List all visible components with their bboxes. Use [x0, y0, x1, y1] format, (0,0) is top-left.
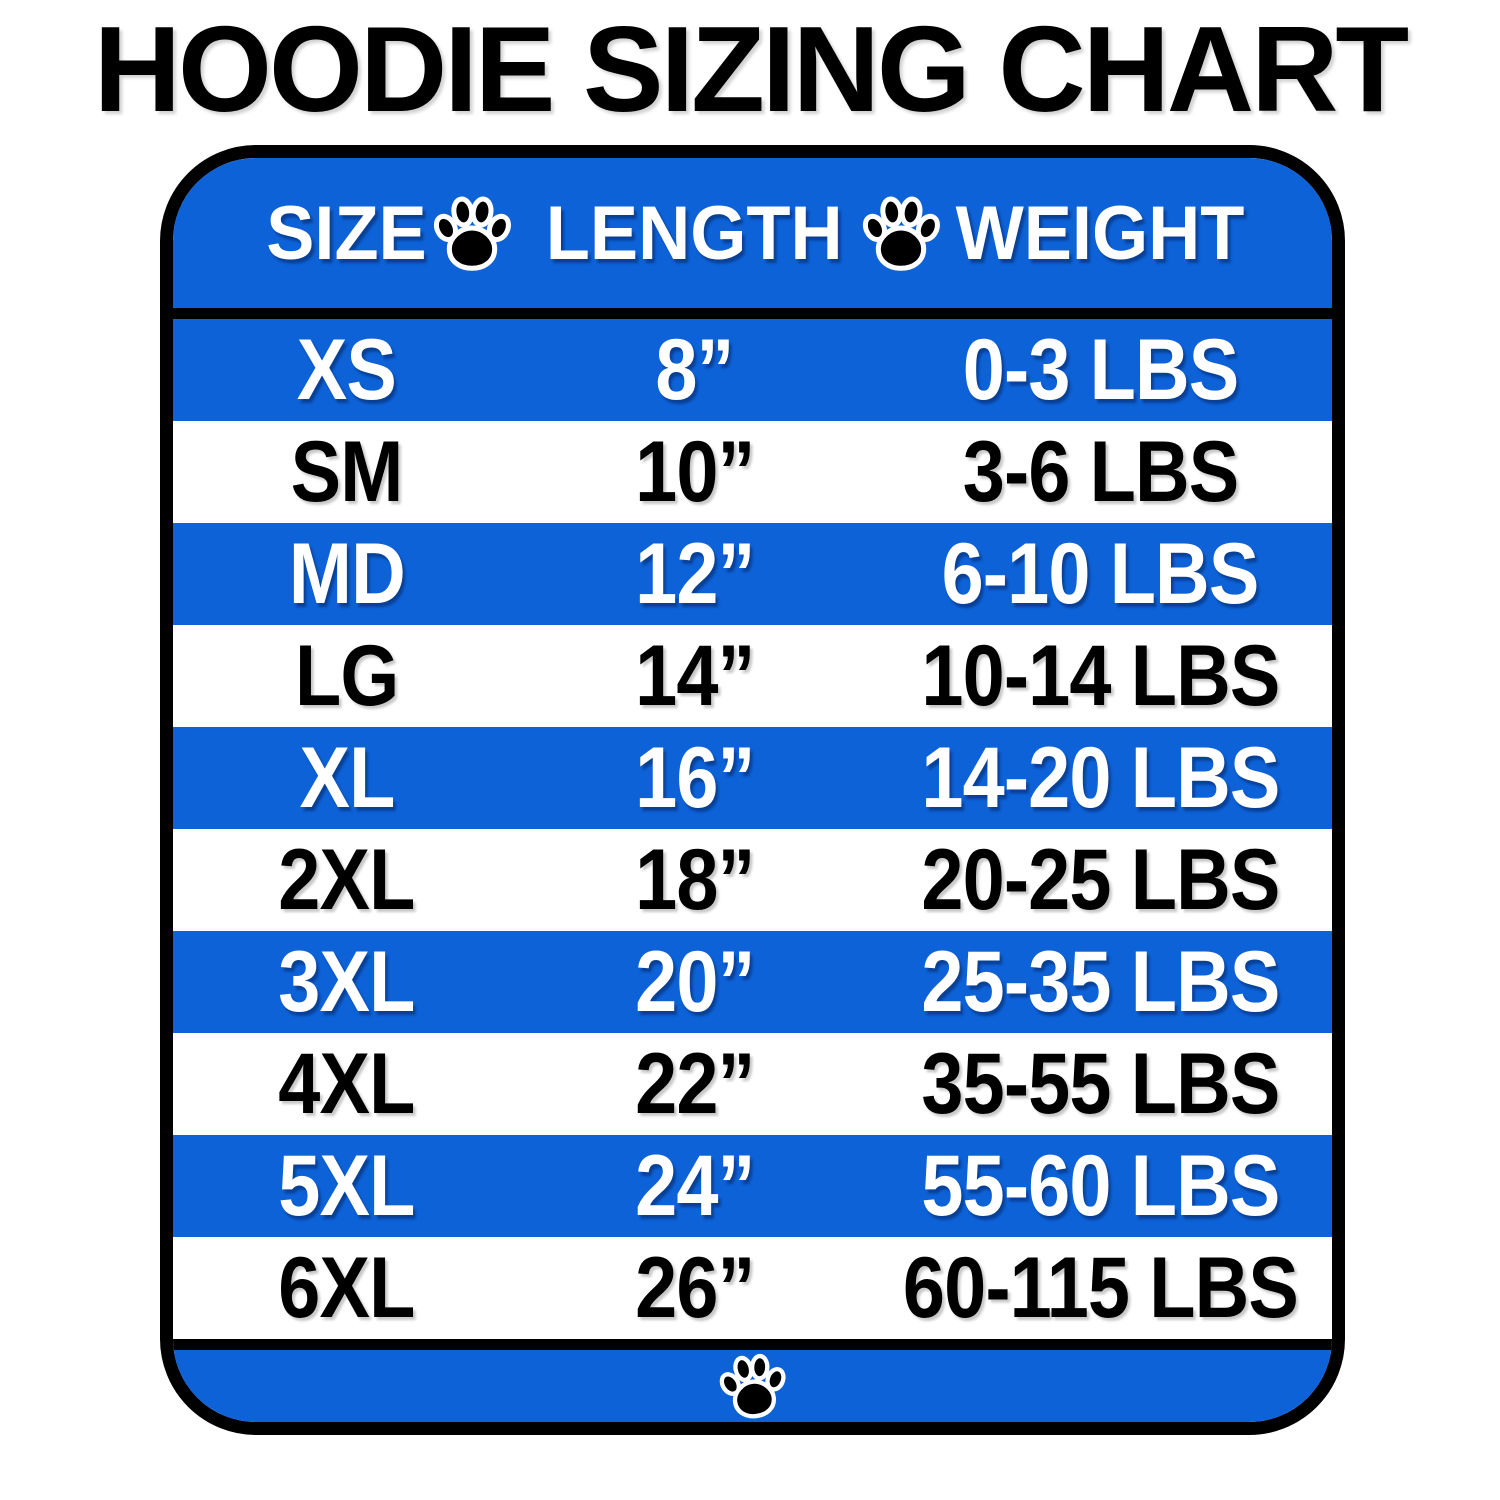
column-header-weight-label: WEIGHT	[955, 190, 1245, 276]
size-cell: XL	[173, 735, 521, 821]
size-value: 3XL	[278, 934, 416, 1030]
size-cell: 6XL	[173, 1245, 521, 1331]
size-value: 4XL	[278, 1036, 416, 1132]
size-value: LG	[295, 628, 399, 724]
length-value: 18”	[634, 832, 755, 928]
length-value: 22”	[634, 1036, 755, 1132]
table-row: 6XL 26” 60-115 LBS	[173, 1237, 1332, 1339]
chart-title: HOODIE SIZING CHART	[93, 1, 1409, 137]
weight-cell: 6-10 LBS	[868, 531, 1332, 617]
weight-cell: 35-55 LBS	[868, 1041, 1332, 1127]
weight-value: 6-10 LBS	[941, 526, 1260, 622]
size-value: 2XL	[278, 832, 416, 928]
length-value: 8”	[655, 322, 734, 418]
column-header-length: LENGTH	[521, 190, 869, 277]
sizing-chart-card: SIZE LENGTH WEIGHT XS 8” 0-3 LBS SM 10” …	[160, 145, 1345, 1435]
size-value: XL	[299, 730, 395, 826]
weight-cell: 0-3 LBS	[868, 327, 1332, 413]
column-header-size: SIZE	[173, 190, 521, 277]
size-cell: 5XL	[173, 1143, 521, 1229]
size-value: SM	[290, 424, 404, 520]
paw-icon	[713, 1346, 792, 1425]
size-cell: SM	[173, 429, 521, 515]
length-cell: 24”	[521, 1143, 869, 1229]
table-header-row: SIZE LENGTH WEIGHT	[173, 158, 1332, 308]
size-value: 6XL	[278, 1240, 416, 1336]
paw-icon	[859, 191, 943, 275]
length-value: 14”	[634, 628, 755, 724]
size-value: XS	[297, 322, 397, 418]
length-cell: 26”	[521, 1245, 869, 1331]
size-cell: 3XL	[173, 939, 521, 1025]
length-cell: 10”	[521, 429, 869, 515]
table-row: LG 14” 10-14 LBS	[173, 625, 1332, 727]
header-divider	[173, 308, 1332, 319]
weight-cell: 60-115 LBS	[868, 1245, 1332, 1331]
table-row: XL 16” 14-20 LBS	[173, 727, 1332, 829]
column-header-weight: WEIGHT	[868, 190, 1332, 277]
length-value: 20”	[634, 934, 755, 1030]
footer-divider	[173, 1339, 1332, 1350]
weight-value: 60-115 LBS	[902, 1240, 1299, 1336]
length-cell: 20”	[521, 939, 869, 1025]
weight-value: 3-6 LBS	[962, 424, 1238, 520]
column-header-size-label: SIZE	[266, 190, 428, 276]
size-cell: 4XL	[173, 1041, 521, 1127]
table-row: 2XL 18” 20-25 LBS	[173, 829, 1332, 931]
length-value: 26”	[634, 1240, 755, 1336]
table-row: MD 12” 6-10 LBS	[173, 523, 1332, 625]
table-row: SM 10” 3-6 LBS	[173, 421, 1332, 523]
weight-cell: 25-35 LBS	[868, 939, 1332, 1025]
table-footer	[173, 1350, 1332, 1422]
length-value: 12”	[634, 526, 755, 622]
size-value: 5XL	[278, 1138, 416, 1234]
length-cell: 14”	[521, 633, 869, 719]
table-row: 4XL 22” 35-55 LBS	[173, 1033, 1332, 1135]
weight-cell: 3-6 LBS	[868, 429, 1332, 515]
column-header-length-label: LENGTH	[546, 190, 843, 276]
weight-cell: 10-14 LBS	[868, 633, 1332, 719]
size-value: MD	[288, 526, 406, 622]
weight-value: 20-25 LBS	[921, 832, 1280, 928]
weight-cell: 14-20 LBS	[868, 735, 1332, 821]
weight-cell: 20-25 LBS	[868, 837, 1332, 923]
weight-cell: 55-60 LBS	[868, 1143, 1332, 1229]
weight-value: 55-60 LBS	[921, 1138, 1280, 1234]
length-cell: 8”	[521, 327, 869, 413]
weight-value: 25-35 LBS	[921, 934, 1280, 1030]
table-row: XS 8” 0-3 LBS	[173, 319, 1332, 421]
weight-value: 10-14 LBS	[921, 628, 1280, 724]
table-row: 5XL 24” 55-60 LBS	[173, 1135, 1332, 1237]
length-value: 16”	[634, 730, 755, 826]
paw-icon	[430, 191, 514, 275]
size-cell: MD	[173, 531, 521, 617]
table-row: 3XL 20” 25-35 LBS	[173, 931, 1332, 1033]
length-value: 10”	[634, 424, 755, 520]
size-cell: LG	[173, 633, 521, 719]
length-value: 24”	[634, 1138, 755, 1234]
length-cell: 22”	[521, 1041, 869, 1127]
weight-value: 14-20 LBS	[921, 730, 1280, 826]
size-cell: XS	[173, 327, 521, 413]
weight-value: 35-55 LBS	[921, 1036, 1280, 1132]
size-cell: 2XL	[173, 837, 521, 923]
length-cell: 12”	[521, 531, 869, 617]
weight-value: 0-3 LBS	[962, 322, 1238, 418]
length-cell: 18”	[521, 837, 869, 923]
length-cell: 16”	[521, 735, 869, 821]
